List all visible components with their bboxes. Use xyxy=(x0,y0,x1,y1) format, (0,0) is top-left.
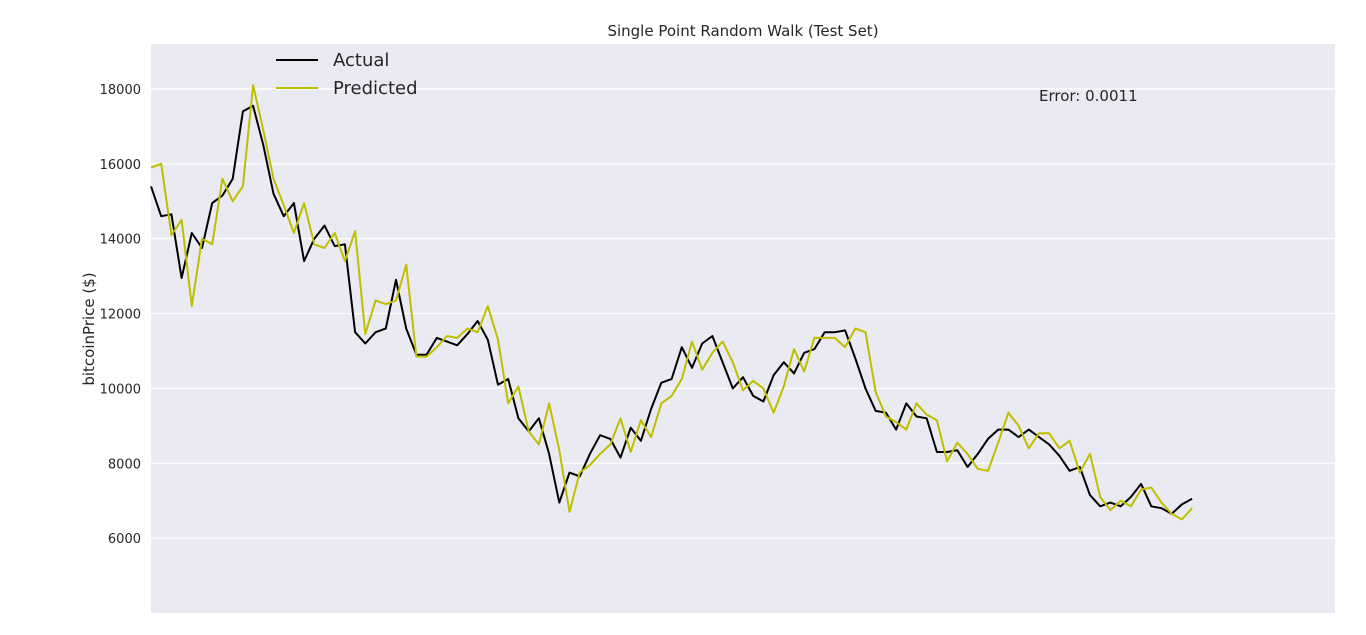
legend: Actual Predicted xyxy=(276,50,418,99)
chart-title: Single Point Random Walk (Test Set) xyxy=(607,22,878,40)
y-tick-label-6000: 6000 xyxy=(108,532,141,547)
series-lines xyxy=(150,84,1193,521)
series-line-predicted xyxy=(150,84,1193,521)
plot-area xyxy=(151,44,1335,613)
y-tick-labels: 6000 8000 10000 12000 14000 16000 18000 xyxy=(100,83,141,547)
legend-predicted-label: Predicted xyxy=(333,78,418,99)
series-line-actual xyxy=(150,104,1193,515)
y-axis-label: bitcoinPrice ($) xyxy=(80,272,98,385)
y-tick-label-16000: 16000 xyxy=(100,158,141,173)
error-annotation: Error: 0.0011 xyxy=(1039,87,1138,105)
legend-actual-label: Actual xyxy=(333,50,389,71)
y-tick-label-10000: 10000 xyxy=(100,382,141,397)
y-tick-label-12000: 12000 xyxy=(100,308,141,323)
y-tick-label-8000: 8000 xyxy=(108,457,141,472)
y-tick-label-18000: 18000 xyxy=(100,83,141,98)
y-tick-label-14000: 14000 xyxy=(100,233,141,248)
